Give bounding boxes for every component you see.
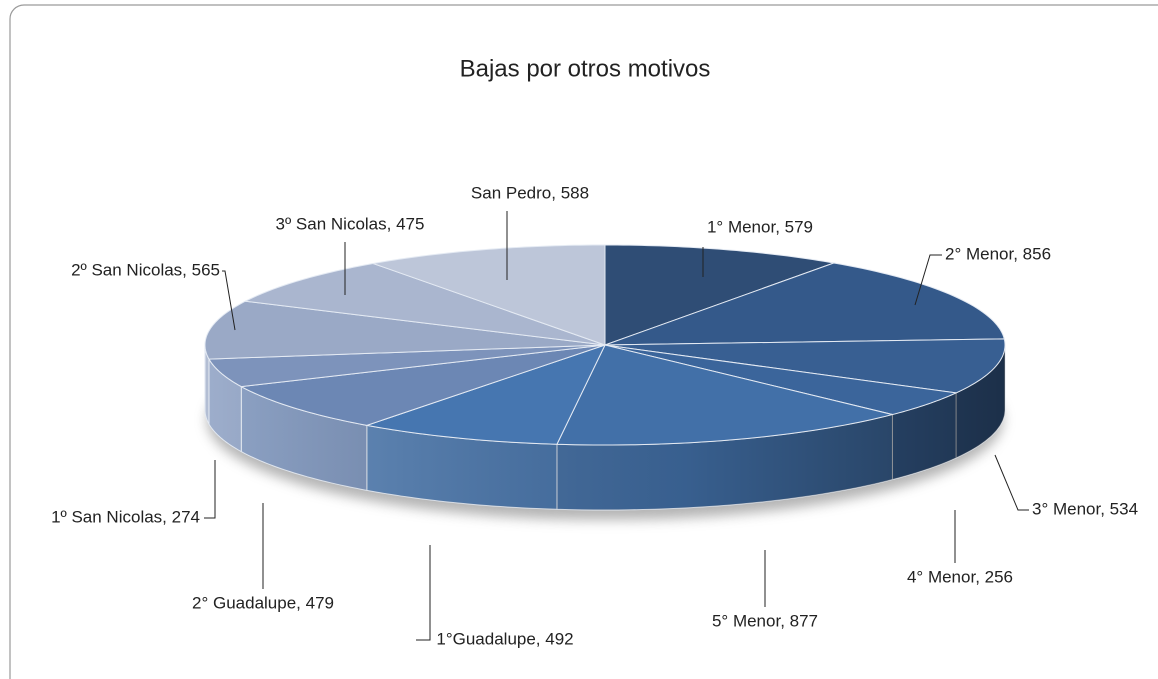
leader-line	[416, 545, 431, 641]
data-label: 5° Menor, 877	[712, 611, 818, 630]
pie-slice	[604, 244, 836, 346]
pie-slice	[243, 262, 606, 346]
data-label: 1º San Nicolas, 274	[51, 507, 200, 526]
pie-slice	[604, 344, 958, 416]
pie-slice	[604, 338, 1006, 394]
leader-line	[222, 270, 236, 331]
pie-slice	[556, 344, 893, 446]
pie-slice	[604, 262, 1005, 346]
pie-slice	[208, 344, 606, 388]
data-label: 4° Menor, 256	[907, 567, 1013, 586]
leader-line	[914, 254, 942, 306]
data-label: 2° Menor, 856	[945, 244, 1051, 263]
pie-slice	[364, 344, 606, 445]
data-label: 2° Guadalupe, 479	[192, 593, 334, 612]
data-label: 3° Menor, 534	[1032, 499, 1138, 518]
data-label: 1°Guadalupe, 492	[436, 629, 573, 648]
data-label: San Pedro, 588	[471, 183, 589, 202]
pie-slice	[371, 244, 606, 346]
leader-line	[204, 460, 216, 519]
pie-slice	[239, 344, 606, 426]
data-label: 3º San Nicolas, 475	[276, 214, 425, 233]
chart-title: Bajas por otros motivos	[460, 55, 711, 82]
leader-line	[994, 454, 1029, 511]
data-label: 2º San Nicolas, 565	[71, 260, 220, 279]
data-label: 1° Menor, 579	[707, 217, 813, 236]
